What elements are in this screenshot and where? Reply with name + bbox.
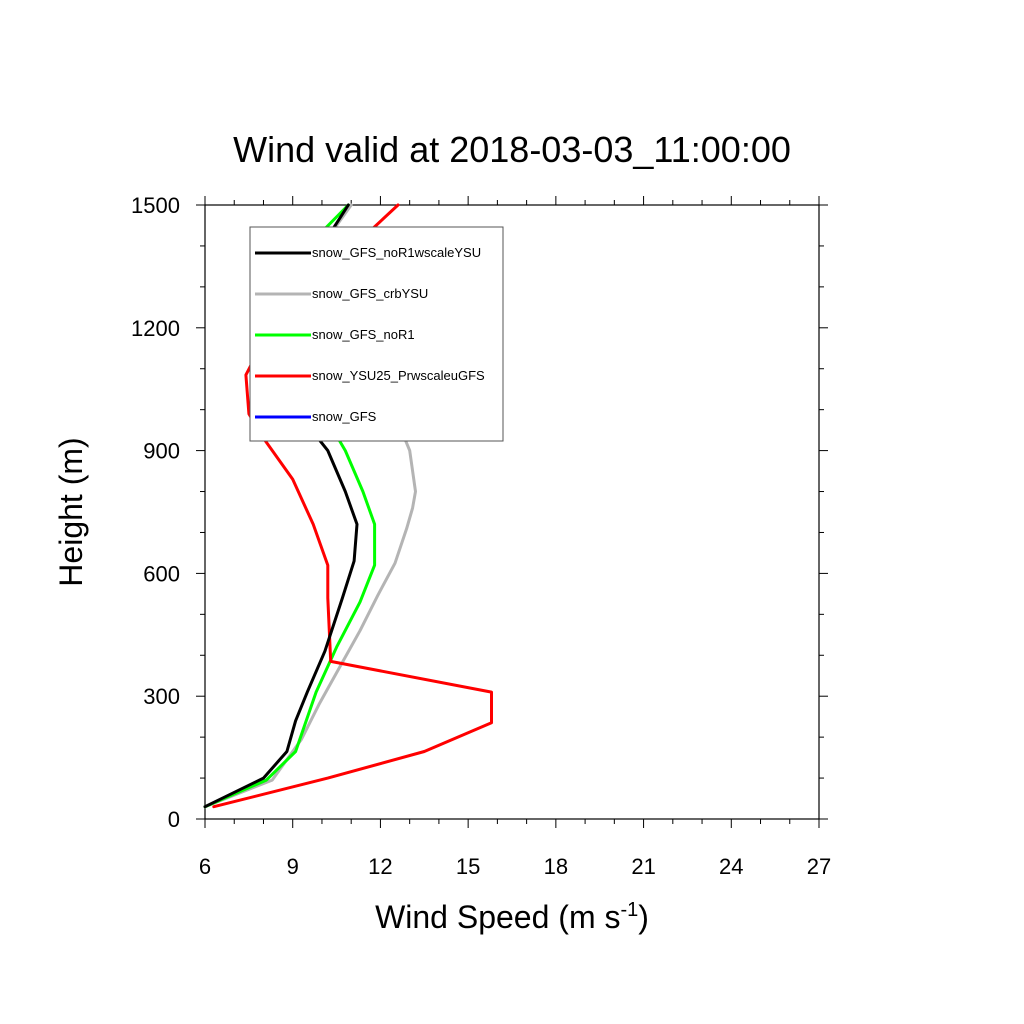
y-axis-label: Height (m) — [53, 437, 89, 586]
x-axis-label-superscript: -1 — [620, 899, 638, 921]
x-tick-label: 12 — [368, 854, 392, 879]
plot-border — [204, 204, 820, 820]
x-tick-label: 18 — [544, 854, 568, 879]
legend-label: snow_YSU25_PrwscaleuGFS — [312, 368, 485, 383]
legend-label: snow_GFS — [312, 409, 377, 424]
legend-label: snow_GFS_crbYSU — [312, 286, 428, 301]
legend-label: snow_GFS_noR1wscaleYSU — [312, 245, 481, 260]
y-tick-label: 0 — [168, 807, 180, 832]
y-tick-label: 300 — [143, 684, 180, 709]
y-tick-label: 600 — [143, 561, 180, 586]
legend-label: snow_GFS_noR1 — [312, 327, 415, 342]
x-tick-label: 27 — [807, 854, 831, 879]
axis-ticks: 6 9 12 15 18 21 24 27 0 300 600 900 1200 1500 — [131, 193, 831, 879]
legend: snow_GFS_noR1wscaleYSU snow_GFS_crbYSUsno… — [249, 226, 504, 442]
x-tick-label: 24 — [719, 854, 743, 879]
x-tick-label: 9 — [287, 854, 299, 879]
x-axis-label: Wind Speed (m s-1) — [375, 899, 649, 935]
x-axis-label-close: ) — [638, 899, 649, 935]
x-tick-label: 6 — [199, 854, 211, 879]
chart-title: Wind valid at 2018-03-03_11:00:00 — [233, 129, 791, 170]
y-tick-label: 1500 — [131, 193, 180, 218]
x-axis-label-main: Wind Speed (m s — [375, 899, 620, 935]
y-tick-label: 900 — [143, 439, 180, 464]
y-tick-label: 1200 — [131, 316, 180, 341]
x-tick-label: 15 — [456, 854, 480, 879]
x-tick-label: 21 — [631, 854, 655, 879]
plot-frame — [204, 204, 820, 820]
